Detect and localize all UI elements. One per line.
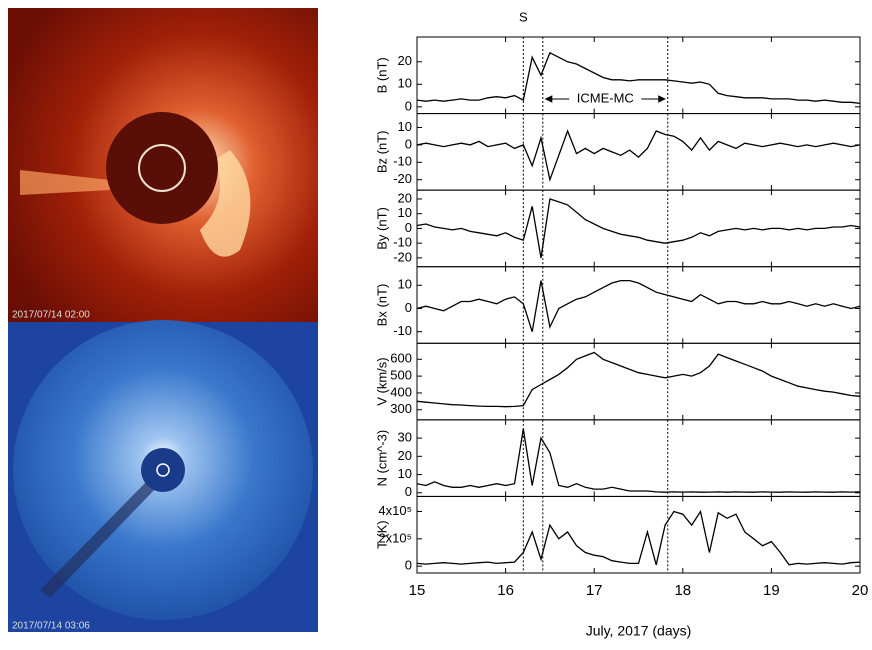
image-timestamp: 2017/07/14 03:06: [12, 621, 90, 632]
data-line: [416, 51, 861, 105]
y-axis-label: Bx (nT): [374, 284, 389, 327]
x-tick-label: 15: [409, 582, 426, 599]
lasco-c3-image: 2017/07/14 03:06: [8, 320, 318, 632]
y-tick-label: 0: [405, 558, 412, 573]
y-tick-label: 500: [390, 368, 412, 383]
image-timestamp: 2017/07/14 02:00: [12, 310, 90, 321]
x-tick-label: 18: [674, 582, 691, 599]
shock-label: S: [519, 9, 528, 24]
data-line: [416, 509, 861, 566]
y-tick-label: 10: [398, 277, 412, 292]
y-axis-label: Bz (nT): [374, 131, 389, 174]
panel-frame: [416, 495, 861, 574]
x-tick-label: 20: [852, 582, 869, 599]
panel-frame: [416, 266, 861, 344]
y-tick-label: 10: [398, 205, 412, 220]
interval-arrow: [641, 95, 666, 103]
y-axis-label: N (cm^-3): [374, 430, 389, 487]
x-tick-label: 19: [763, 582, 780, 599]
y-tick-label: 20: [398, 190, 412, 205]
x-tick-label: 17: [586, 582, 603, 599]
y-axis-label: T (K): [374, 520, 389, 549]
y-tick-label: 0: [405, 136, 412, 151]
y-tick-label: 2x10⁵: [378, 530, 412, 545]
y-tick-label: -10: [393, 154, 412, 169]
panel-frame: [416, 419, 861, 497]
y-tick-label: 0: [405, 484, 412, 499]
y-tick-label: 10: [398, 466, 412, 481]
y-tick-label: -20: [393, 249, 412, 264]
lasco-c2-image: 2017/07/14 02:00: [8, 8, 318, 322]
y-tick-label: 20: [398, 448, 412, 463]
x-axis-label: July, 2017 (days): [586, 623, 692, 639]
y-tick-label: -20: [393, 171, 412, 186]
y-tick-label: 400: [390, 384, 412, 399]
data-line: [416, 198, 861, 259]
y-tick-label: 0: [405, 220, 412, 235]
y-tick-label: 10: [398, 76, 412, 91]
data-line: [416, 351, 861, 408]
y-axis-label: By (nT): [374, 207, 389, 250]
data-line: [416, 428, 861, 493]
y-axis-label: V (km/s): [374, 357, 389, 405]
panel-frame: [416, 189, 861, 268]
panel-frame: [416, 36, 861, 115]
x-tick-label: 16: [497, 582, 514, 599]
y-tick-label: -10: [393, 323, 412, 338]
data-line: [416, 129, 861, 183]
y-tick-label: 0: [405, 98, 412, 113]
panel-frame: [416, 342, 861, 421]
y-tick-label: 20: [398, 53, 412, 68]
y-tick-label: 600: [390, 351, 412, 366]
y-tick-label: 30: [398, 430, 412, 445]
y-tick-label: 10: [398, 119, 412, 134]
data-line: [416, 279, 861, 332]
y-tick-label: 0: [405, 300, 412, 315]
y-axis-label: B (nT): [374, 57, 389, 93]
y-tick-label: 4x10⁵: [378, 503, 412, 518]
panel-frame: [416, 113, 861, 191]
y-tick-label: 300: [390, 401, 412, 416]
interval-label: ICME-MC: [577, 90, 634, 105]
y-tick-label: -10: [393, 235, 412, 250]
interval-arrow: [544, 95, 570, 103]
